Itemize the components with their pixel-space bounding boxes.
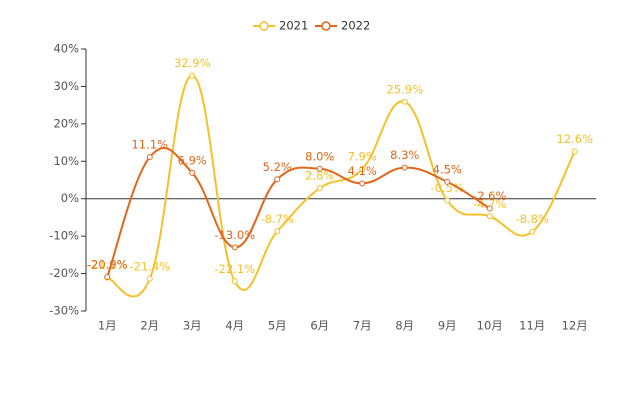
data-label: 8.0%: [305, 149, 334, 163]
y-tick-label: 10%: [53, 154, 79, 168]
point: [401, 164, 408, 171]
data-label: 7.9%: [348, 150, 377, 164]
x-tick-label: 1月: [98, 319, 117, 333]
point: [231, 244, 238, 251]
point: [146, 154, 153, 161]
point: [316, 185, 323, 192]
point: [444, 197, 451, 204]
point: [231, 278, 238, 285]
legend-label: 2022: [341, 19, 370, 33]
y-tick-label: -20%: [49, 266, 79, 280]
series-line: [106, 74, 576, 298]
point: [104, 273, 111, 280]
data-label: -22.1%: [214, 262, 255, 276]
point: [359, 180, 366, 187]
legend-marker: [321, 21, 331, 31]
point: [189, 169, 196, 176]
x-tick-label: 8月: [395, 319, 414, 333]
point: [146, 275, 153, 282]
point: [486, 213, 493, 220]
data-label: 25.9%: [386, 82, 423, 96]
point: [274, 228, 281, 235]
data-label: -2.6%: [473, 189, 506, 203]
y-tick-label: 20%: [53, 116, 79, 130]
y-tick-label: -30%: [49, 304, 79, 318]
point: [529, 228, 536, 235]
x-tick-label: 3月: [183, 319, 202, 333]
data-label: -8.7%: [261, 212, 294, 226]
y-tick-label: 30%: [53, 79, 79, 93]
y-tick-label: -10%: [49, 229, 79, 243]
point: [316, 165, 323, 172]
x-tick-label: 10月: [477, 319, 503, 333]
legend-marker: [259, 21, 269, 31]
point: [401, 98, 408, 105]
x-tick-label: 5月: [268, 319, 287, 333]
x-tick-label: 7月: [353, 319, 372, 333]
point: [359, 166, 366, 173]
data-label: -0.5%: [431, 181, 464, 195]
data-label: 12.6%: [556, 132, 593, 146]
data-label: -8.8%: [516, 212, 549, 226]
data-label: -13.0%: [214, 228, 255, 242]
data-label: 4.5%: [433, 162, 462, 176]
data-label: 11.1%: [131, 138, 168, 152]
legend-label: 2021: [279, 19, 308, 33]
point: [444, 178, 451, 185]
data-label: -21.4%: [129, 259, 170, 273]
x-tick-label: 2月: [140, 319, 159, 333]
data-label: -20.9%: [87, 257, 128, 271]
data-label: 6.9%: [178, 153, 207, 167]
x-tick-label: 11月: [519, 319, 545, 333]
x-tick-label: 12月: [562, 319, 588, 333]
point: [274, 176, 281, 183]
y-tick-label: 0%: [61, 191, 79, 205]
data-label: 2.8%: [305, 169, 334, 183]
data-label: -21.1%: [87, 258, 128, 272]
point: [486, 205, 493, 212]
y-tick-label: 40%: [53, 42, 79, 56]
x-tick-label: 4月: [225, 319, 244, 333]
x-tick-label: 6月: [310, 319, 329, 333]
point: [571, 148, 578, 155]
data-label: 5.2%: [263, 160, 292, 174]
x-tick-label: 9月: [438, 319, 457, 333]
data-label: 8.3%: [390, 148, 419, 162]
data-label: -4.7%: [473, 197, 506, 211]
data-label: 4.1%: [348, 164, 377, 178]
data-label: 32.9%: [174, 56, 211, 70]
point: [189, 72, 196, 79]
